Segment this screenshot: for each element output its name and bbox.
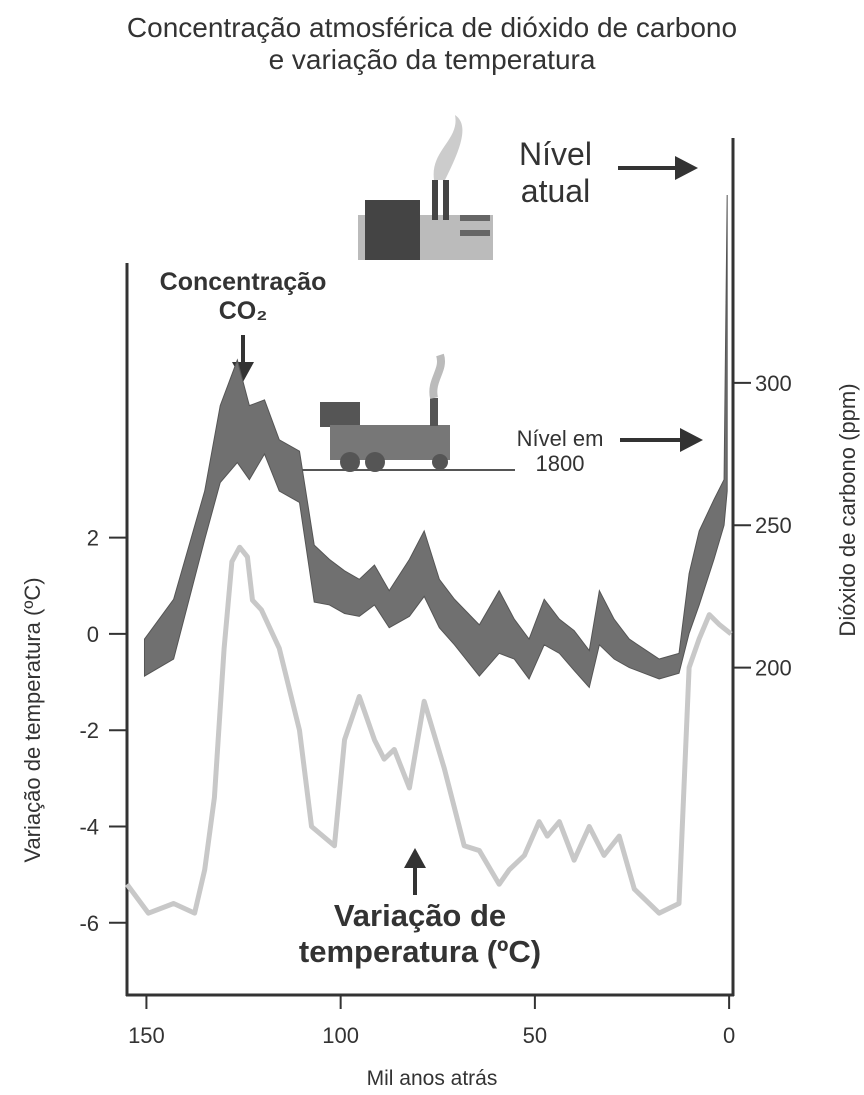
x-axis-label: Mil anos atrás (367, 1067, 498, 1090)
series-label: Concentração CO₂ (138, 268, 348, 326)
x-tick-label: 100 (322, 1023, 359, 1048)
y-tick-label: 0 (87, 622, 99, 647)
y-tick-label: -2 (79, 718, 99, 743)
y2-tick-label: 200 (755, 656, 792, 681)
y-axis-label: Variação de temperatura (ºC) (20, 577, 45, 862)
y-tick-label: -4 (79, 814, 99, 839)
x-tick-label: 0 (723, 1023, 735, 1048)
train-icon (300, 355, 515, 472)
y2-tick-label: 300 (755, 371, 792, 396)
title-line: e variação da temperatura (32, 44, 832, 76)
x-tick-label: 150 (128, 1023, 165, 1048)
page: Mil anos atrás Variação de temperatura (… (0, 0, 864, 1095)
factory-icon (358, 115, 493, 260)
annotation: Nível atual (498, 136, 613, 210)
annotation: Nível em 1800 (495, 426, 625, 477)
title-line: Concentração atmosférica de dióxido de c… (32, 12, 832, 44)
y2-axis-label: Dióxido de carbono (ppm) (835, 383, 860, 636)
y2-tick-label: 250 (755, 513, 792, 538)
y-tick-label: -6 (79, 911, 99, 936)
chart-title: Concentração atmosférica de dióxido de c… (32, 12, 832, 76)
y-tick-label: 2 (87, 526, 99, 551)
series-label: Variação de temperatura (ºC) (270, 898, 570, 969)
x-tick-label: 50 (523, 1023, 547, 1048)
